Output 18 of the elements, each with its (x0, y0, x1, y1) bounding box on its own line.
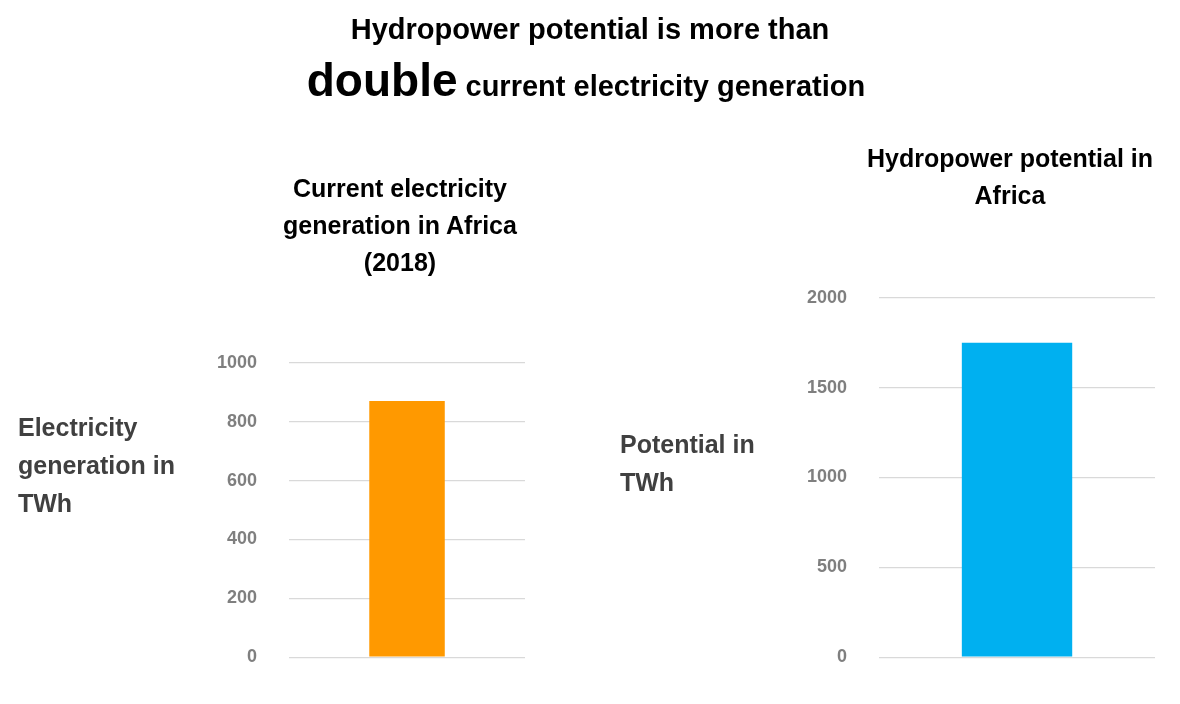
y-tick-label: 1000 (807, 466, 848, 487)
y-tick-label: 400 (227, 528, 258, 549)
y-tick-label: 600 (227, 469, 258, 490)
y-axis-title: Potential in TWh (620, 429, 756, 498)
y-tick-label: 800 (227, 410, 258, 431)
y-tick-label: 0 (837, 646, 848, 667)
y-tick-label: 200 (227, 587, 258, 608)
chart-title: Current electricity generation in Africa (2018) (282, 173, 518, 278)
y-tick-label: 2000 (807, 286, 848, 307)
y-tick-label: 1000 (217, 351, 258, 372)
y-axis-title: Electricity generation in TWh (18, 412, 176, 519)
chart-title: Hydropower potential in Africa (865, 143, 1155, 211)
text: current electricity generation (465, 70, 866, 102)
y-tick-label: 1500 (807, 376, 848, 397)
text: Hydropower potential is more than (349, 12, 831, 47)
y-tick-label: 500 (817, 556, 848, 577)
text: double (306, 54, 458, 106)
y-tick-label: 0 (247, 646, 258, 667)
